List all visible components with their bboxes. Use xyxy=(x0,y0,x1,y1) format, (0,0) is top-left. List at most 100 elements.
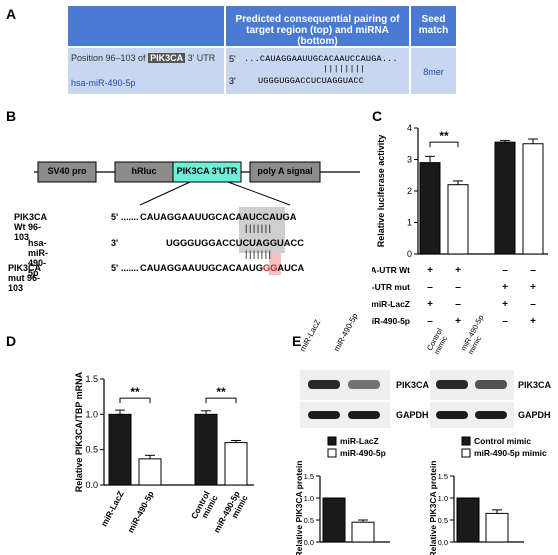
legend-swatch xyxy=(461,448,471,458)
blot-left-pik3ca xyxy=(300,370,390,400)
blot-label-left-gapdh: GAPDH xyxy=(396,410,429,420)
blot-label-left-pik3ca: PIK3CA xyxy=(396,380,430,390)
legend-swatch xyxy=(327,448,337,458)
target-seq-seed: AUCCAUGA xyxy=(339,54,382,64)
condition-mark: – xyxy=(455,282,461,293)
y-tick-label: 0.0 xyxy=(438,538,448,547)
condition-mark: – xyxy=(502,265,508,276)
row-mut-seq: CAUAGGAAUUGCACAAUGGGAUCA xyxy=(140,263,304,273)
x-tick-label: miR-LacZ xyxy=(99,489,126,528)
panel-label-b: B xyxy=(6,108,17,124)
target-seq-pre: ...CAUAGGAAUUGCACA xyxy=(244,54,340,64)
x-tick-label: Controlmimic xyxy=(189,489,220,525)
position-prefix: Position 96–103 of xyxy=(71,53,149,63)
chart-c: 0 1 2 3 4 Relative luciferase activity ** PIK3C… xyxy=(372,123,548,327)
seed-type: 8mer xyxy=(423,67,444,77)
row-mirna-end: 3' xyxy=(111,238,119,248)
construct-diagram xyxy=(34,161,360,275)
header-pairing-line2: target region (top) and miRNA (bottom) xyxy=(246,25,389,47)
mirna-seq-pre: UGGGUGGACCUCU xyxy=(166,238,256,248)
mut-seq-pre: CAUAGGAAUUGCACAAUG xyxy=(140,263,263,273)
mut-seq-post: AUCA xyxy=(277,263,305,273)
x-tick-label-line: miR-LacZ xyxy=(99,489,126,528)
y-tick-label: 2 xyxy=(407,186,412,196)
gene-highlight: PIK3CA xyxy=(148,53,186,63)
y-tick-label: 1.5 xyxy=(85,374,98,384)
condition-mark: + xyxy=(530,316,536,327)
bar xyxy=(108,413,132,486)
table-row-target: Position 96–103 of PIK3CA 3' UTR hsa-miR… xyxy=(68,48,224,94)
seed-highlight xyxy=(239,207,285,253)
condition-label: PIK3CA-UTR Wt xyxy=(372,265,410,275)
blot-right-gapdh xyxy=(430,402,514,428)
y-axis-label: Relative luciferase activity xyxy=(376,135,386,248)
significance-label: ** xyxy=(439,129,449,143)
bar xyxy=(322,497,346,543)
band-right-gapdh-1 xyxy=(436,411,468,419)
condition-mark: – xyxy=(530,299,536,310)
panel-label-c: C xyxy=(372,108,383,124)
y-tick-label: 0.0 xyxy=(304,538,314,547)
y-axis-label: Relative PIK3CA protein xyxy=(428,461,438,555)
box-utr xyxy=(172,161,242,183)
wt-seq-pre: CAUAGGAAUUGCACA xyxy=(140,212,243,222)
label-polya: poly A signal xyxy=(257,166,313,176)
bar xyxy=(138,458,162,486)
y-tick-label: 1.0 xyxy=(85,409,98,419)
y-tick-label: 1.5 xyxy=(304,472,314,481)
panel-label-d: D xyxy=(6,333,17,349)
bar xyxy=(522,143,544,255)
position-text: Position 96–103 of PIK3CA 3' UTR xyxy=(71,53,215,63)
row-mut-end: 5' xyxy=(111,263,119,273)
label-utr: PIK3CA 3'UTR xyxy=(176,166,238,176)
condition-label: miR-LacZ xyxy=(372,299,410,309)
pairing-lines-a: |||||||| xyxy=(323,64,366,74)
mirna-name: hsa-miR-490-5p xyxy=(71,78,136,88)
y-tick-label: 0.5 xyxy=(304,516,314,525)
condition-mark: – xyxy=(427,316,433,327)
row-wt-seq: CAUAGGAAUUGCACAAUCCAUGA xyxy=(140,212,297,222)
row-mut-dots: ....... xyxy=(121,263,139,273)
pair-lines-b: ||||||| xyxy=(245,223,273,233)
table-header-blank xyxy=(68,6,224,46)
target-sequence: ...CAUAGGAAUUGCACAAUCCAUGA... xyxy=(244,54,398,64)
blot-label-right-pik3ca: PIK3CA xyxy=(518,380,552,390)
panel-e: miR-LacZ miR-490-5p PIK3CA GAPDH Control… xyxy=(290,312,558,555)
blot-label-right-gapdh: GAPDH xyxy=(518,410,551,420)
condition-mark: + xyxy=(502,299,508,310)
x-tick-label: miR-490-5p xyxy=(125,489,155,534)
bar xyxy=(456,497,480,543)
significance-bracket xyxy=(429,141,459,148)
condition-mark: – xyxy=(502,316,508,327)
legend-label: Control mimic xyxy=(474,436,531,446)
table-row-seed: 8mer xyxy=(411,48,456,94)
mut-highlight xyxy=(269,253,281,275)
wt-seq-post: A xyxy=(289,212,297,222)
band-left-gapdh-1 xyxy=(308,411,340,419)
mirna-seq-mid: AGGUACC xyxy=(255,238,304,248)
legend-label: miR-490-5p xyxy=(340,448,386,458)
bar xyxy=(447,184,469,255)
y-tick-label: 0.0 xyxy=(85,480,98,490)
y-tick-label: 1 xyxy=(407,218,412,228)
wt-seq-mid: AUCCAUG xyxy=(242,212,290,222)
blot-left-gapdh xyxy=(300,402,390,428)
table-header-pairing: Predicted consequential pairing of targe… xyxy=(226,6,409,47)
condition-mark: + xyxy=(530,282,536,293)
legend-label: miR-490-5p mimic xyxy=(474,448,547,458)
target-seq-post: ... xyxy=(381,54,398,64)
mut-seq-mid: GG xyxy=(262,263,278,273)
condition-mark: + xyxy=(427,265,433,276)
bar xyxy=(485,512,509,543)
x-tick-label: miR-490-5pmimic xyxy=(211,489,249,539)
mirna-sequence: UGGGUGGACCUCUAGGUACC xyxy=(258,76,365,86)
box-sv40 xyxy=(37,161,97,183)
band-right-gapdh-2 xyxy=(475,411,507,419)
y-tick-label: 3 xyxy=(407,155,412,165)
header-seed-line1: Seed xyxy=(421,14,446,25)
blot-right-pik3ca xyxy=(430,370,514,400)
y-tick-label: 1.0 xyxy=(438,494,448,503)
significance-bracket xyxy=(119,397,151,404)
